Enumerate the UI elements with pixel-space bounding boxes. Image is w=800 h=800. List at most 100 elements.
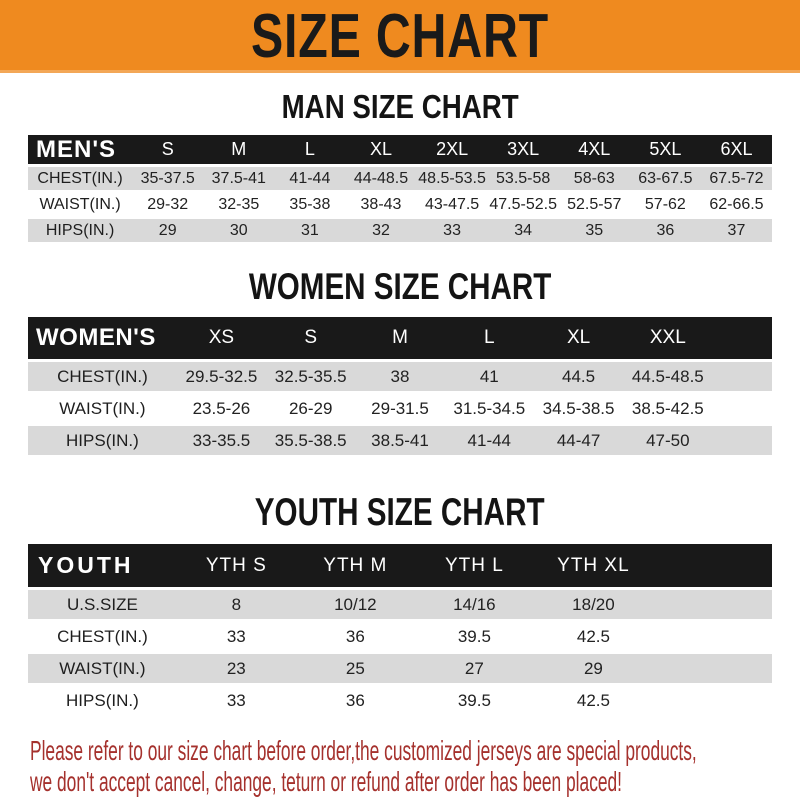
size-value-cell: 10/12 — [334, 594, 377, 614]
section-heading-men-text: MAN SIZE CHART — [281, 88, 519, 125]
size-column-header: S — [304, 327, 318, 348]
spacer-cell — [712, 394, 772, 423]
size-value-cell: 37.5-41 — [211, 169, 266, 187]
size-value-cell: 23 — [226, 658, 246, 678]
table-header-row: YOUTH YTH S YTH M YTH L YTH XL — [28, 544, 772, 587]
section-men: MAN SIZE CHART MEN'S S M L XL 2XL 3XL 4XL 5XL 6XL… — [0, 88, 800, 245]
table-row: HIPS(IN.) 33 36 39.5 42.5 — [28, 686, 772, 715]
spacer-cell — [712, 317, 772, 359]
banner-title: SIZE CHART — [251, 2, 549, 71]
size-value-cell: 63-67.5 — [638, 169, 693, 187]
size-value-cell: 58-63 — [573, 169, 615, 187]
section-heading-youth: YOUTH SIZE CHART — [0, 491, 800, 535]
size-value-cell: 33 — [226, 626, 246, 646]
size-value-cell: 57-62 — [644, 195, 686, 213]
size-value-cell: 67.5-72 — [709, 169, 764, 187]
size-column-header: M — [392, 327, 408, 348]
spacer-cell — [653, 590, 772, 619]
size-column-header: YTH S — [205, 554, 267, 576]
size-value-cell: 44-48.5 — [353, 169, 409, 187]
size-value-cell: 39.5 — [457, 690, 491, 710]
size-column-header: 3XL — [507, 139, 540, 159]
size-value-cell: 44.5-48.5 — [631, 366, 704, 386]
table-row: WAIST(IN.) 23 25 27 29 — [28, 654, 772, 683]
spacer-cell — [653, 686, 772, 715]
size-value-cell: 18/20 — [572, 594, 615, 614]
size-value-cell: 29-32 — [147, 195, 189, 213]
measurement-row-label: WAIST(IN.) — [39, 195, 121, 213]
table-row: CHEST(IN.) 33 36 39.5 42.5 — [28, 622, 772, 651]
section-youth: YOUTH SIZE CHART YOUTH YTH S YTH M YTH L YTH… — [0, 491, 800, 718]
size-value-cell: 38.5-42.5 — [631, 398, 704, 418]
size-value-cell: 26-29 — [288, 398, 333, 418]
size-value-cell: 29 — [158, 221, 177, 239]
table-row: WAIST(IN.) 29-32 32-35 35-38 38-43 43-47.5 47.… — [28, 193, 772, 216]
disclaimer-line-2: we don't accept cancel, change, teturn o… — [30, 766, 623, 797]
spacer-cell — [653, 544, 772, 587]
disclaimer: Please refer to our size chart before or… — [30, 735, 800, 797]
table-header-row: WOMEN'S XS S M L XL XXL — [28, 317, 772, 359]
section-heading-women-text: WOMEN SIZE CHART — [248, 266, 552, 307]
measurement-row-label: HIPS(IN.) — [66, 690, 139, 710]
size-value-cell: 25 — [345, 658, 365, 678]
size-value-cell: 44.5 — [562, 366, 596, 386]
table-corner-label: YOUTH — [38, 552, 134, 578]
size-value-cell: 8 — [231, 594, 242, 614]
size-value-cell: 34.5-38.5 — [542, 398, 615, 418]
size-column-header: YTH XL — [557, 554, 630, 576]
size-column-header: 2XL — [436, 139, 469, 159]
banner: SIZE CHART — [0, 0, 800, 73]
size-value-cell: 29 — [583, 658, 603, 678]
size-value-cell: 62-66.5 — [709, 195, 764, 213]
size-column-header: S — [161, 139, 174, 159]
measurement-row-label: WAIST(IN.) — [59, 398, 146, 418]
size-value-cell: 37 — [727, 221, 746, 239]
size-value-cell: 31.5-34.5 — [453, 398, 526, 418]
size-value-cell: 29-31.5 — [371, 398, 429, 418]
size-value-cell: 27 — [464, 658, 484, 678]
size-column-header: XL — [566, 327, 591, 348]
size-value-cell: 38-43 — [360, 195, 402, 213]
size-value-cell: 41-44 — [467, 430, 512, 450]
disclaimer-line-1: Please refer to our size chart before or… — [30, 735, 697, 766]
size-value-cell: 33 — [226, 690, 246, 710]
size-value-cell: 53.5-58 — [496, 169, 551, 187]
size-value-cell: 44-47 — [556, 430, 601, 450]
table-row: CHEST(IN.) 35-37.5 37.5-41 41-44 44-48.5 48.5… — [28, 167, 772, 190]
women-size-table: WOMEN'S XS S M L XL XXL CHEST(IN.) 29.5-32.5 32.5… — [28, 314, 772, 458]
size-value-cell: 32.5-35.5 — [274, 366, 347, 386]
size-value-cell: 29.5-32.5 — [185, 366, 258, 386]
size-value-cell: 33 — [443, 221, 461, 239]
size-value-cell: 41-44 — [289, 169, 331, 187]
size-value-cell: 47-50 — [646, 430, 690, 450]
table-header-row: MEN'S S M L XL 2XL 3XL 4XL 5XL 6XL — [28, 135, 772, 164]
size-value-cell: 48.5-53.5 — [418, 169, 486, 187]
size-table-grid: MEN'S S M L XL 2XL 3XL 4XL 5XL 6XL CHEST(IN.) 35-37… — [28, 132, 772, 245]
size-column-header: XS — [208, 327, 235, 348]
table-row: HIPS(IN.) 33-35.5 35.5-38.5 38.5-41 41-44 44-… — [28, 426, 772, 455]
size-value-cell: 47.5-52.5 — [489, 195, 557, 213]
size-value-cell: 42.5 — [576, 690, 610, 710]
section-heading-men: MAN SIZE CHART — [0, 88, 800, 126]
size-column-header: 6XL — [720, 139, 753, 159]
size-value-cell: 23.5-26 — [192, 398, 251, 418]
size-value-cell: 36 — [345, 690, 365, 710]
size-column-header: YTH M — [323, 554, 388, 576]
table-corner-label: WOMEN'S — [36, 324, 156, 351]
spacer-cell — [653, 654, 772, 683]
size-value-cell: 52.5-57 — [567, 195, 622, 213]
table-row: U.S.SIZE 8 10/12 14/16 18/20 — [28, 590, 772, 619]
youth-size-table: YOUTH YTH S YTH M YTH L YTH XL U.S.SIZE 8 10/12… — [28, 541, 772, 718]
size-column-header: L — [483, 327, 495, 348]
size-value-cell: 14/16 — [453, 594, 496, 614]
size-value-cell: 33-35.5 — [192, 430, 251, 450]
size-table-grid: YOUTH YTH S YTH M YTH L YTH XL U.S.SIZE 8 10/12… — [28, 541, 772, 718]
size-column-header: 5XL — [649, 139, 682, 159]
size-value-cell: 38 — [390, 366, 410, 386]
table-row: CHEST(IN.) 29.5-32.5 32.5-35.5 38 41 44.5 44.5… — [28, 362, 772, 391]
size-value-cell: 35 — [585, 221, 604, 239]
measurement-row-label: CHEST(IN.) — [57, 626, 148, 646]
section-heading-youth-text: YOUTH SIZE CHART — [255, 491, 545, 534]
measurement-row-label: WAIST(IN.) — [59, 658, 146, 678]
